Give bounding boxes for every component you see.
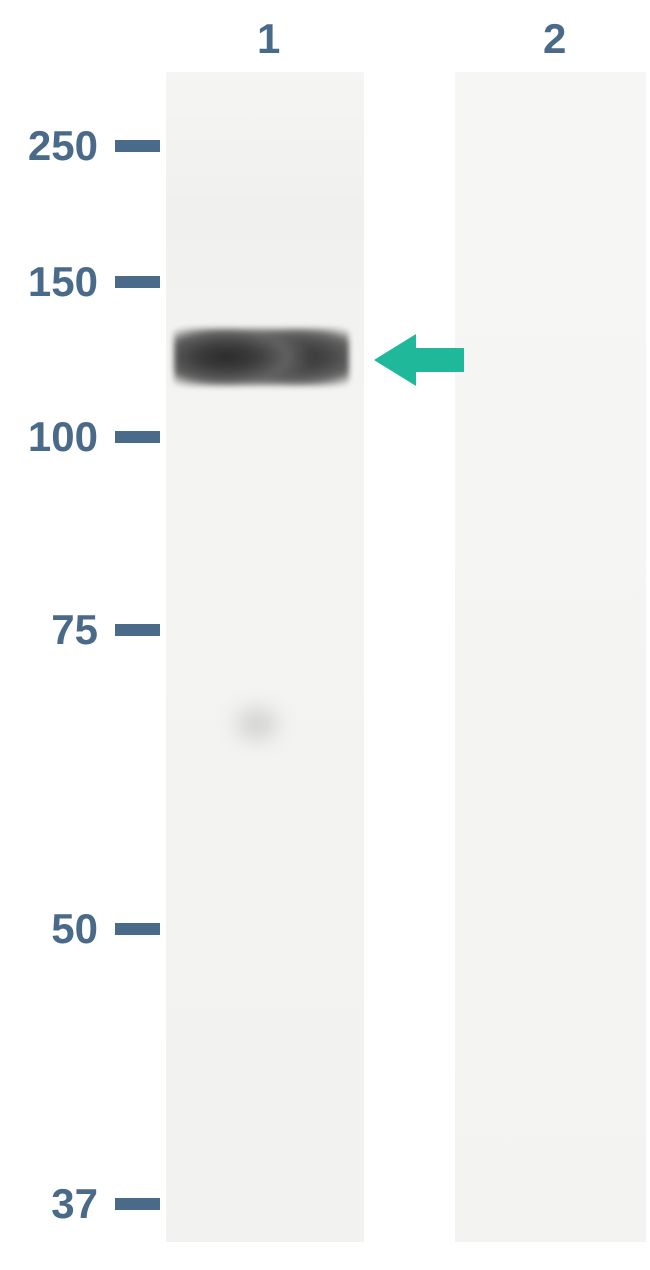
mw-label-75: 75 bbox=[8, 606, 98, 654]
tick-150 bbox=[115, 276, 160, 288]
tick-75 bbox=[115, 624, 160, 636]
mw-250-text: 250 bbox=[28, 122, 98, 169]
tick-100 bbox=[115, 431, 160, 443]
mw-label-150: 150 bbox=[8, 258, 98, 306]
mw-37-text: 37 bbox=[51, 1180, 98, 1227]
western-blot-image: 1 2 250 150 100 75 50 37 bbox=[0, 0, 650, 1270]
mw-150-text: 150 bbox=[28, 258, 98, 305]
mw-label-37: 37 bbox=[8, 1180, 98, 1228]
arrow-left-icon bbox=[374, 334, 464, 386]
tick-37 bbox=[115, 1198, 160, 1210]
lane-2 bbox=[455, 72, 646, 1242]
arrow-indicator bbox=[374, 334, 464, 386]
mw-75-text: 75 bbox=[51, 606, 98, 653]
band-faint-lane1 bbox=[228, 700, 286, 748]
mw-label-100: 100 bbox=[8, 413, 98, 461]
lane-label-1: 1 bbox=[257, 15, 280, 63]
mw-label-50: 50 bbox=[8, 905, 98, 953]
tick-250 bbox=[115, 140, 160, 152]
mw-100-text: 100 bbox=[28, 413, 98, 460]
lane-2-text: 2 bbox=[543, 15, 566, 62]
lane-1-text: 1 bbox=[257, 15, 280, 62]
band-main-lane1 bbox=[174, 328, 349, 386]
tick-50 bbox=[115, 923, 160, 935]
lane-1 bbox=[166, 72, 364, 1242]
mw-50-text: 50 bbox=[51, 905, 98, 952]
lane-label-2: 2 bbox=[543, 15, 566, 63]
mw-label-250: 250 bbox=[8, 122, 98, 170]
